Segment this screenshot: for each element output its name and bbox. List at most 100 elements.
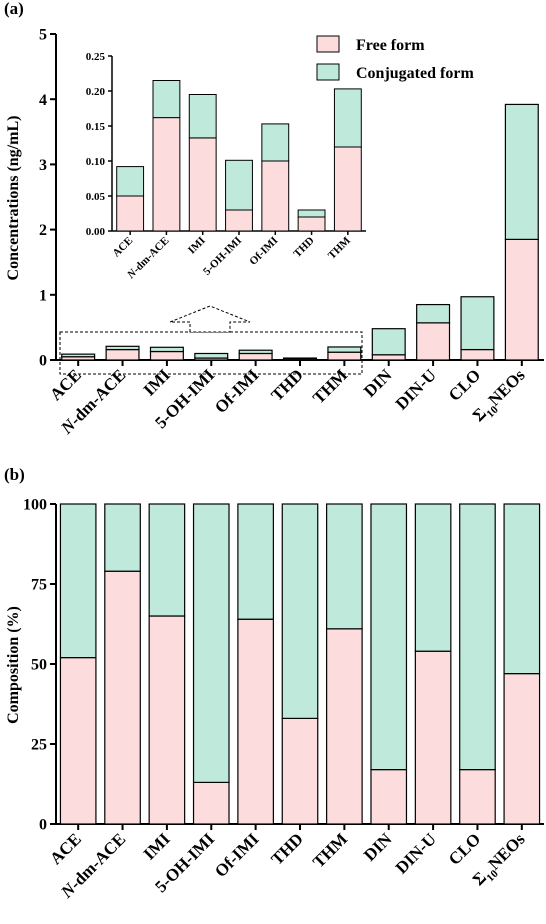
panel-a-y-tick-label: 0 [39, 353, 47, 370]
panel-a-x-tick-label: DIN [360, 365, 396, 401]
panel-b-bar-free [414, 650, 452, 825]
inset-x-tick-label: THD [291, 235, 316, 260]
panel-b-x-tick-label: THM [309, 829, 351, 871]
panel-a-x-tick-label: THM [309, 365, 351, 407]
legend-swatch-free [316, 35, 340, 53]
inset-bar-free [116, 195, 145, 232]
panel-b-bar-free [192, 781, 230, 825]
inset-x-tick-label: Of-IMI [247, 235, 280, 268]
inset-bar-free [225, 209, 253, 232]
inset-bar-conjugated [261, 123, 290, 162]
panel-b-bar-conjugated [59, 503, 97, 659]
panel-a-bar-conjugated [416, 303, 451, 324]
panel-a-bar-free [371, 354, 406, 361]
panel-b-bar-conjugated [459, 503, 496, 771]
inset-bar-conjugated [152, 80, 181, 119]
inset-y-tick-label: 0.15 [86, 121, 106, 133]
inset-y-tick-label: 0.10 [86, 156, 106, 168]
panel-a-bar-free [416, 322, 451, 361]
inset-bar-free [333, 146, 362, 232]
legend: Free form Conjugated form [316, 35, 474, 82]
panel-a-bar-free [149, 350, 184, 361]
panel-b-x-tick-label: DIN [360, 829, 396, 865]
panel-b-bar-conjugated [414, 503, 452, 652]
panel-a-y-tick-label: 3 [39, 157, 47, 174]
inset-bar-free [152, 117, 181, 232]
panel-a-y-tick-label: 2 [39, 222, 47, 239]
legend-label-conjugated: Conjugated form [356, 65, 474, 82]
inset-bar-conjugated [188, 94, 217, 139]
panel-b-bar-free [104, 570, 141, 825]
panel-b-bar-conjugated [281, 503, 319, 719]
panel-b-bar-conjugated [148, 503, 186, 617]
panel-a-x-tick-label: THD [267, 365, 306, 404]
panel-b-bar-conjugated [237, 503, 274, 620]
panel-b-y-tick-label: 25 [31, 737, 47, 754]
panel-a-y-tick-label: 5 [39, 27, 47, 44]
panel-b-bar-free [370, 768, 408, 825]
inset-y-tick-label: 0.05 [86, 191, 106, 203]
panel-b-bar-conjugated [104, 503, 141, 572]
panel-b-x-tick-label: THD [267, 829, 306, 868]
panel-b-y-tick-label: 0 [39, 817, 47, 834]
panel-b-bar-free [281, 717, 319, 825]
panel-b-bar-conjugated [370, 503, 408, 771]
inset-bar-conjugated [297, 209, 326, 218]
panel-a-x-tick-label: CLO [445, 365, 484, 404]
panel-a-x-tick-label: IMI [140, 365, 174, 399]
panel-b-y-axis-title: Composition (%) [5, 606, 22, 724]
panel-b-x-tick-label: Of-IMI [211, 829, 263, 881]
legend-swatch-conjugated [316, 63, 340, 81]
panel-b-bar-conjugated [326, 503, 363, 630]
inset-x-tick-label: THM [326, 234, 354, 262]
panel-a-x-tick-label: Of-IMI [211, 365, 263, 417]
panel-a-bar-free [105, 348, 140, 361]
panel-b-x-tick-label: IMI [140, 829, 174, 863]
panel-a-y-axis-title: Concentrations (ng/mL) [5, 116, 22, 281]
panel-a-x-tick-label: ACE [46, 365, 85, 404]
panel-b-bar-free [148, 615, 186, 825]
panel-a-bar-conjugated [460, 296, 495, 351]
panel-a-label: (a) [4, 0, 24, 18]
panel-a-bar-conjugated [149, 346, 184, 353]
panel-a-bar-conjugated [194, 352, 229, 359]
panel-a-bar-conjugated [61, 353, 96, 358]
inset-bar-free [297, 216, 326, 232]
panel-b-bar-free [459, 768, 496, 825]
panel-a-bar-conjugated [504, 103, 539, 240]
panel-b-bar-conjugated [192, 503, 230, 783]
panel-b-bar-free [326, 628, 363, 825]
inset-bar-conjugated [116, 166, 145, 197]
panel-a-y-tick-label: 4 [39, 92, 47, 109]
panel-b-y-tick-label: 100 [23, 497, 47, 514]
panel-b-y-tick-label: 75 [31, 577, 47, 594]
inset-y-tick-label: 0.20 [86, 86, 106, 98]
panel-a-bar-conjugated [105, 345, 140, 351]
inset-pointer-arrow [169, 305, 251, 333]
legend-label-free: Free form [356, 37, 425, 54]
panel-a-bar-free [327, 351, 362, 361]
panel-b-bar-free [237, 618, 274, 825]
panel-a-bar-free [460, 348, 495, 361]
panel-b-bar-free [503, 672, 541, 825]
panel-a-x-tick-label: DIN-U [392, 365, 440, 413]
inset-bar-free [261, 160, 290, 232]
inset-y-tick-label: 0.00 [86, 226, 106, 238]
panel-b-y-tick-label: 50 [31, 657, 47, 674]
panel-a-bar-conjugated [238, 349, 273, 355]
panel-b-bar-free [59, 656, 97, 825]
inset-bar-conjugated [333, 88, 362, 148]
panel-b-x-tick-label: DIN-U [392, 829, 440, 877]
panel-b-x-tick-label: CLO [445, 829, 484, 868]
panel-a-bar-conjugated [371, 328, 406, 356]
inset-y-tick-label: 0.25 [86, 51, 106, 63]
panel-b-x-tick-label: ACE [46, 829, 85, 868]
panel-a-bar-conjugated [282, 357, 318, 360]
inset-bar-conjugated [225, 159, 253, 211]
panel-a-y-tick-label: 1 [39, 287, 47, 304]
inset-x-tick-label: 5-OH-IMI [201, 235, 244, 278]
